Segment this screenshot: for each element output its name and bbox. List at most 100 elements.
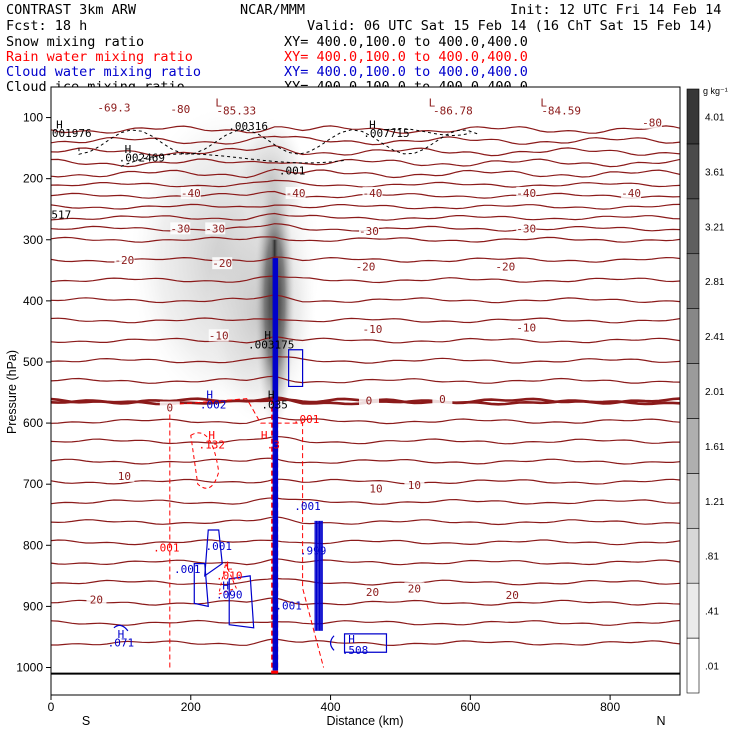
colorbar-tick-label: 4.01 (705, 112, 725, 123)
temperature-contour (51, 539, 680, 546)
extremum-label: .003175 (248, 339, 294, 352)
temperature-contour (51, 478, 680, 485)
axes: 0 200 400 600 800100200300400500600700800900… (16, 111, 620, 714)
extremum-label: .002 (200, 398, 227, 411)
center-name: NCAR/MMM (240, 2, 305, 18)
colorbar-tick-label: 1.21 (705, 497, 725, 508)
extremum-label: .132 (198, 439, 225, 452)
temperature-label: -10 (209, 329, 229, 342)
temperature-label-bg (114, 469, 135, 482)
temperature-contour (51, 236, 680, 243)
temperature-contour (51, 158, 680, 168)
extremum-label: H (206, 389, 213, 402)
extremum-label: .002469 (119, 152, 165, 165)
colorbar-tick-label: 2.81 (705, 277, 725, 288)
temperature-contour (51, 597, 680, 606)
colorbar-bin (686, 88, 700, 145)
extremum-label: H (369, 119, 376, 132)
temperature-label: -80 (642, 117, 662, 130)
y-tick-label: 500 (23, 355, 43, 369)
temperature-label: -80 (170, 103, 190, 116)
extremum-label: .3 (267, 439, 280, 452)
extremum-label: .001 (205, 540, 232, 553)
valid-time: Valid: 06 UTC Sat 15 Feb 14 (16 ChT Sat … (307, 18, 713, 34)
temperature-label-bg (159, 401, 180, 414)
colorbar-tick-label: .01 (705, 662, 719, 673)
temperature-contour (51, 335, 680, 344)
y-axis-label: Pressure (hPa) (5, 350, 19, 434)
cloud-water-contour (113, 624, 129, 632)
temperature-label: -30 (205, 222, 225, 235)
field-name: Rain water mixing ratio (6, 49, 193, 65)
extremum-label: H (222, 579, 229, 592)
extremum-label: -85.33 (216, 104, 256, 117)
x-end-label-south: S (82, 714, 90, 728)
temperature-contour (51, 203, 680, 210)
extremum-label: .001976 (45, 127, 91, 140)
temperature-label-bg (516, 321, 537, 334)
header: CONTRAST 3km ARW NCAR/MMM Init: 12 UTC F… (6, 2, 721, 95)
temperature-label-bg (114, 254, 135, 267)
cloud-water-contours (113, 258, 388, 671)
cloud-water-contour (228, 575, 255, 629)
colorbar-tick-label: 2.41 (705, 332, 725, 343)
x-end-label-north: N (656, 714, 665, 728)
colorbar-bin (686, 253, 700, 309)
colorbar: .01 .41 .81 1.21 1.61 2.01 2.41 2.81 3.21 3.61 4.0… (686, 86, 728, 694)
cloud-ice-contours (78, 128, 478, 167)
extremum-label: -84.59 (541, 104, 581, 117)
colorbar-tick-label: 3.21 (705, 222, 725, 233)
extremum-label: H (208, 429, 215, 442)
temperature-label-bg (362, 323, 383, 336)
temperature-label-bg (86, 593, 107, 606)
extremum-label: L (540, 97, 547, 110)
colorbar-bin (686, 418, 700, 474)
cloud-water-contour (193, 563, 209, 608)
temperature-label-bg (642, 116, 663, 129)
x-tick-label: 600 (460, 700, 480, 714)
field-xy: XY= 400.0,100.0 to 400.0,400.0 (284, 64, 528, 80)
colorbar-tick-label: 2.01 (705, 387, 725, 398)
x-axis-label: Distance (km) (326, 714, 403, 728)
colorbar-bin (686, 143, 700, 200)
y-tick-label: 800 (23, 538, 43, 552)
temperature-label: -40 (363, 187, 383, 200)
rain-contour (218, 562, 237, 595)
colorbar-tick-label: .41 (705, 607, 719, 618)
colorbar-bin (686, 198, 700, 255)
cloud-ice-contour (386, 128, 471, 136)
temperature-label-bg (285, 186, 306, 199)
extremum-label: .508 (342, 644, 369, 657)
temperature-label-bg (170, 222, 191, 235)
extremum-label: H (264, 329, 271, 342)
field-xy: XY= 400.0,100.0 to 400.0,400.0 (284, 34, 528, 50)
temperature-label: -69.3 (97, 101, 130, 114)
temperature-label: -30 (170, 222, 190, 235)
colorbar-bin (686, 582, 700, 639)
extremum-label: L (215, 97, 222, 110)
extremum-label: .090 (216, 588, 243, 601)
temperature-contour (51, 294, 680, 304)
temperature-label-bg (516, 222, 537, 235)
y-tick-label: 600 (23, 416, 43, 430)
temperature-contour (51, 168, 680, 179)
colorbar-tick-label: 3.61 (705, 167, 725, 178)
temperature-label: -20 (495, 260, 515, 273)
temperature-label-bg (502, 589, 523, 602)
temperature-label-bg (170, 103, 191, 116)
temperature-label-bg (358, 394, 379, 407)
temperature-contour (51, 619, 680, 626)
extremum-label: .001 (275, 599, 302, 612)
cloud-ice-contour (78, 129, 478, 155)
temperature-label: 0 (166, 401, 173, 414)
extremum-label: H (268, 389, 275, 402)
extremum-label: .071 (108, 637, 135, 650)
temperature-contour (51, 125, 680, 134)
temperature-contour (51, 275, 680, 284)
extremum-label: .001 (294, 500, 321, 513)
temperature-label-bg (516, 186, 537, 199)
extremum-label: .007715 (363, 127, 409, 140)
temperature-contour (51, 256, 680, 263)
plot-content: -69.3 -80 -80 -40 -40 -40 -40 -40 -30 -30 -30 -30 -2… (45, 97, 680, 675)
temperature-label: -40 (181, 187, 201, 200)
